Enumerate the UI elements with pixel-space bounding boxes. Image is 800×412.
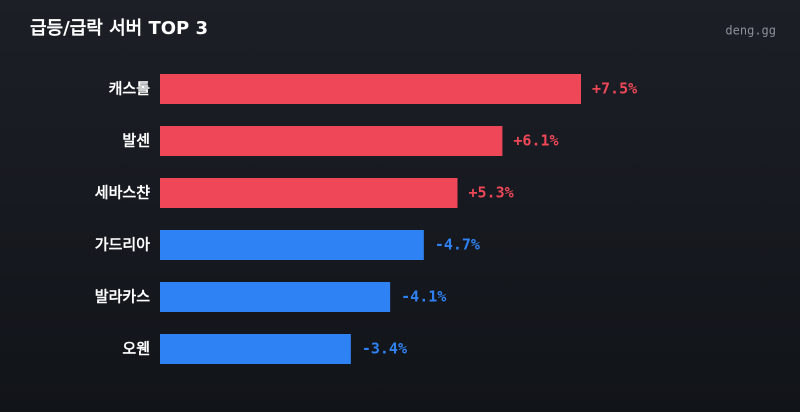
bar (160, 74, 581, 104)
value-label: -4.1% (401, 288, 446, 306)
bar (160, 126, 503, 156)
bar (160, 282, 391, 312)
category-label: 발라카스 (95, 288, 150, 306)
value-label: -3.4% (362, 340, 407, 358)
category-label: 오웬 (122, 340, 150, 358)
bar (160, 334, 351, 364)
watermark: deng.gg (725, 24, 776, 38)
value-label: +5.3% (469, 184, 514, 202)
category-label: 세바스챤 (95, 184, 150, 202)
category-label: 발센 (122, 132, 150, 150)
value-label: +7.5% (592, 80, 637, 98)
category-label: 가드리아 (95, 236, 150, 254)
category-label: 캐스톨 (109, 80, 151, 98)
chart-title: 급등/급락 서버 TOP 3 (30, 18, 208, 39)
value-label: +6.1% (513, 132, 558, 150)
bar (160, 230, 424, 260)
bar (160, 178, 458, 208)
value-label: -4.7% (435, 236, 480, 254)
